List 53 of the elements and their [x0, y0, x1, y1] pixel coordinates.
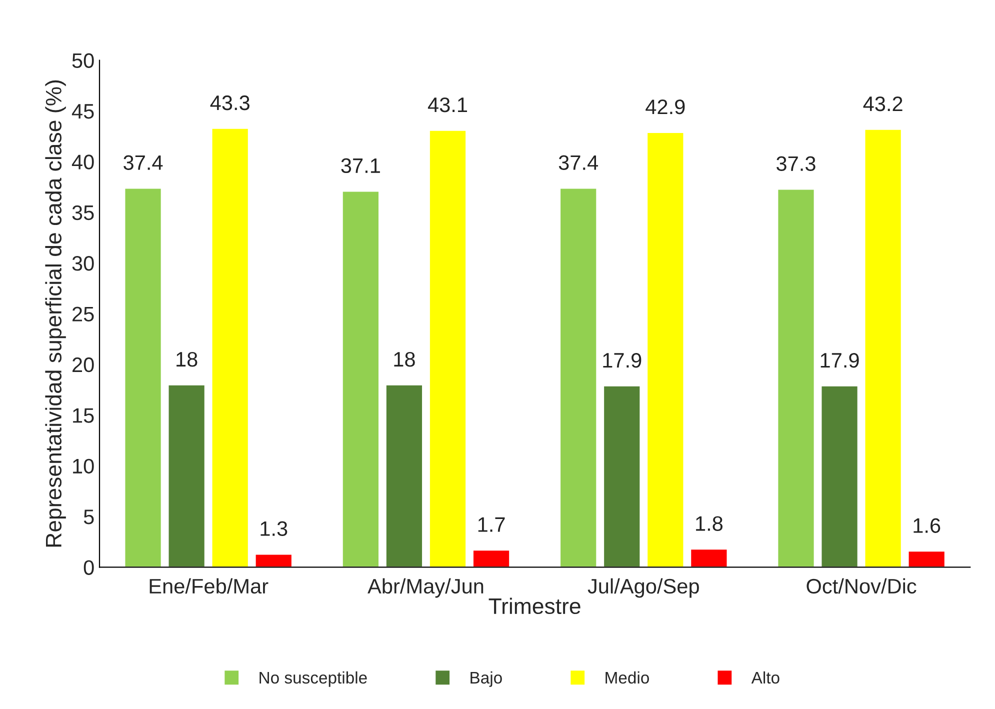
bar — [254, 553, 293, 568]
data-label: 37.1 — [341, 158, 380, 174]
y-axis-title: Representatividad superficial de cada clase (%) — [45, 80, 66, 547]
x-tick-label: Oct/Nov/Dic — [806, 578, 916, 594]
x-axis-title: Trimestre — [488, 598, 580, 614]
data-label: 43.3 — [210, 95, 250, 110]
bar — [124, 187, 162, 568]
y-tick-label: 20 — [72, 357, 94, 372]
data-label: 18 — [176, 352, 198, 367]
data-label: 17.9 — [603, 352, 642, 368]
y-tick-label: 10 — [73, 458, 94, 474]
bar — [602, 385, 642, 568]
y-tick-label: 5 — [84, 510, 94, 524]
bar — [385, 384, 424, 568]
data-label: 42.9 — [646, 99, 685, 114]
y-tick-label: 25 — [72, 306, 94, 322]
x-tick-label: Ene/Feb/Mar — [150, 578, 268, 594]
data-label: 43.2 — [863, 96, 902, 112]
y-tick-label: 50 — [72, 53, 94, 68]
y-tick-label: 35 — [72, 205, 94, 220]
legend-label: Bajo — [470, 671, 502, 687]
legend-label: Alto — [751, 671, 780, 684]
bar — [210, 128, 250, 568]
data-label: 1.7 — [478, 517, 505, 532]
y-tick-label: 40 — [72, 154, 94, 170]
legend-label: No susceptible — [260, 671, 367, 687]
bar — [690, 548, 728, 568]
x-tick-label: Jul/Ago/Sep — [588, 578, 699, 598]
bar — [428, 130, 467, 568]
data-label: 1.3 — [260, 521, 288, 536]
data-label: 1.6 — [914, 518, 940, 533]
data-label: 1.8 — [696, 516, 723, 531]
bar — [864, 128, 902, 568]
data-label: 18 — [394, 352, 415, 367]
bar — [907, 550, 946, 568]
y-tick-label: 15 — [73, 408, 94, 423]
bar — [776, 188, 816, 568]
bar — [341, 190, 380, 568]
bar — [820, 385, 859, 568]
y-tick-label: 0 — [84, 560, 94, 575]
data-label: 37.4 — [558, 155, 598, 170]
data-label: 37.4 — [124, 155, 163, 170]
bar — [167, 384, 206, 568]
bar — [646, 132, 685, 568]
data-label: 43.1 — [428, 97, 468, 112]
data-label: 17.9 — [820, 352, 859, 368]
bar — [472, 549, 510, 568]
x-tick-label: Abr/May/Jun — [368, 578, 484, 598]
y-tick-label: 45 — [72, 104, 94, 119]
bar — [559, 187, 598, 568]
legend-label: Medio — [606, 671, 649, 684]
data-label: 37.3 — [776, 156, 816, 172]
y-tick-label: 30 — [72, 256, 94, 271]
